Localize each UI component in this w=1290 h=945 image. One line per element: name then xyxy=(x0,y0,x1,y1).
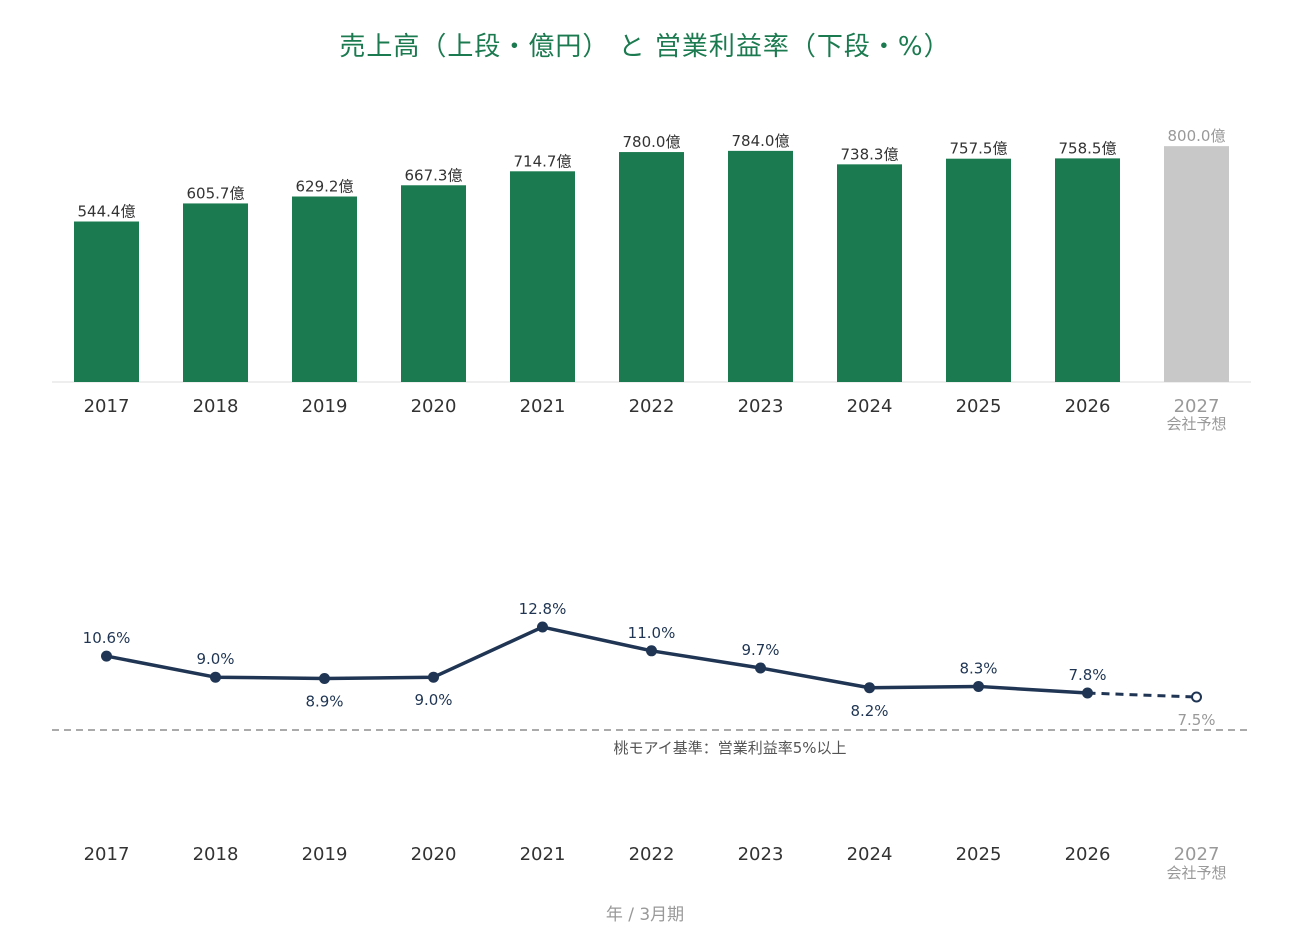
bar-x-tick-label: 2026 xyxy=(1065,396,1111,417)
line-point-2018 xyxy=(210,671,221,683)
bar-2018 xyxy=(183,203,248,382)
line-point-2021 xyxy=(537,621,548,633)
x-axis-title: 年 / 3月期 xyxy=(605,905,685,925)
line-point-2024 xyxy=(864,682,875,694)
bar-x-tick-label: 2017 xyxy=(84,396,130,417)
line-data-label: 11.0% xyxy=(628,624,676,642)
bar-forecast-label: 会社予想 xyxy=(1166,415,1226,433)
line-data-label: 12.8% xyxy=(519,600,567,618)
line-point-2025 xyxy=(973,680,984,692)
operating-margin-line xyxy=(106,625,1088,695)
bar-data-label: 757.5億 xyxy=(950,140,1008,158)
line-data-label: 9.0% xyxy=(196,650,234,668)
bar-x-tick-label: 2020 xyxy=(411,396,457,417)
line-x-tick-label: 2018 xyxy=(193,844,239,865)
line-point-2022 xyxy=(646,645,657,657)
forecast-point xyxy=(1191,691,1202,703)
line-point-2026 xyxy=(1082,687,1093,699)
line-data-label: 8.3% xyxy=(959,659,997,677)
bar-x-tick-label: 2025 xyxy=(956,396,1002,417)
line-x-tick-label: 2017 xyxy=(84,844,130,865)
line-point-2017 xyxy=(101,650,112,662)
bar-2021 xyxy=(510,171,575,382)
line-data-label: 8.2% xyxy=(850,702,888,720)
reference-line-label: 桃モアイ基準：営業利益率5%以上 xyxy=(613,739,846,757)
bar-x-tick-label: 2023 xyxy=(738,396,784,417)
line-x-tick-label: 2023 xyxy=(738,844,784,865)
line-data-label: 8.9% xyxy=(305,693,343,711)
line-x-tick-label: 2024 xyxy=(847,844,893,865)
bar-data-label: 544.4億 xyxy=(78,203,136,221)
bar-2019 xyxy=(292,196,357,382)
bar-2023 xyxy=(728,150,793,382)
bar-2022 xyxy=(619,152,684,382)
line-x-tick-label: 2020 xyxy=(411,844,457,865)
bar-data-label: 738.3億 xyxy=(841,145,899,163)
bar-2026 xyxy=(1055,158,1120,382)
line-x-tick-label: 2025 xyxy=(956,844,1002,865)
bar-data-label: 667.3億 xyxy=(405,166,463,184)
bar-x-tick-label: 2019 xyxy=(302,396,348,417)
line-forecast-label: 会社予想 xyxy=(1166,864,1226,882)
bar-x-tick-label: 2027 xyxy=(1174,396,1220,417)
bar-2017 xyxy=(74,221,139,382)
line-data-label: 9.0% xyxy=(414,691,452,709)
line-data-label: 9.7% xyxy=(741,641,779,659)
bar-x-tick-label: 2024 xyxy=(847,396,893,417)
line-point-2020 xyxy=(428,671,439,683)
line-x-tick-label: 2021 xyxy=(520,844,566,865)
forecast-dashed-line xyxy=(1087,691,1197,699)
bar-data-label: 800.0億 xyxy=(1168,127,1226,145)
bar-data-label: 605.7億 xyxy=(187,184,245,202)
line-data-label: 7.5% xyxy=(1177,711,1215,729)
bar-x-tick-label: 2021 xyxy=(520,396,566,417)
line-data-label: 10.6% xyxy=(83,629,131,647)
chart-title: 売上高（上段・億円） と 営業利益率（下段・%） xyxy=(339,32,951,62)
bar-x-tick-label: 2022 xyxy=(629,396,675,417)
bar-2027 xyxy=(1164,146,1229,382)
bar-data-label: 629.2億 xyxy=(296,178,354,196)
line-x-tick-label: 2027 xyxy=(1174,844,1220,865)
line-x-tick-label: 2019 xyxy=(302,844,348,865)
bar-data-label: 780.0億 xyxy=(623,133,681,151)
line-point-2023 xyxy=(755,662,766,674)
line-x-tick-label: 2026 xyxy=(1065,844,1111,865)
bar-data-label: 758.5億 xyxy=(1059,139,1117,157)
line-x-tick-label: 2022 xyxy=(629,844,675,865)
bar-chart: 544.4億 2017 605.7億 2018 629.2億 2019 667.3億 2020… xyxy=(52,127,1251,433)
bar-x-tick-label: 2018 xyxy=(193,396,239,417)
bar-2025 xyxy=(946,158,1011,382)
bar-2024 xyxy=(837,164,902,382)
line-chart: 桃モアイ基準：営業利益率5%以上 10.6% 2017 9.0% 2018 8.9% 201… xyxy=(52,600,1251,882)
bar-data-label: 714.7億 xyxy=(514,152,572,170)
bar-2020 xyxy=(401,185,466,382)
bar-data-label: 784.0億 xyxy=(732,132,790,150)
line-point-2019 xyxy=(319,673,330,685)
line-data-label: 7.8% xyxy=(1068,666,1106,684)
